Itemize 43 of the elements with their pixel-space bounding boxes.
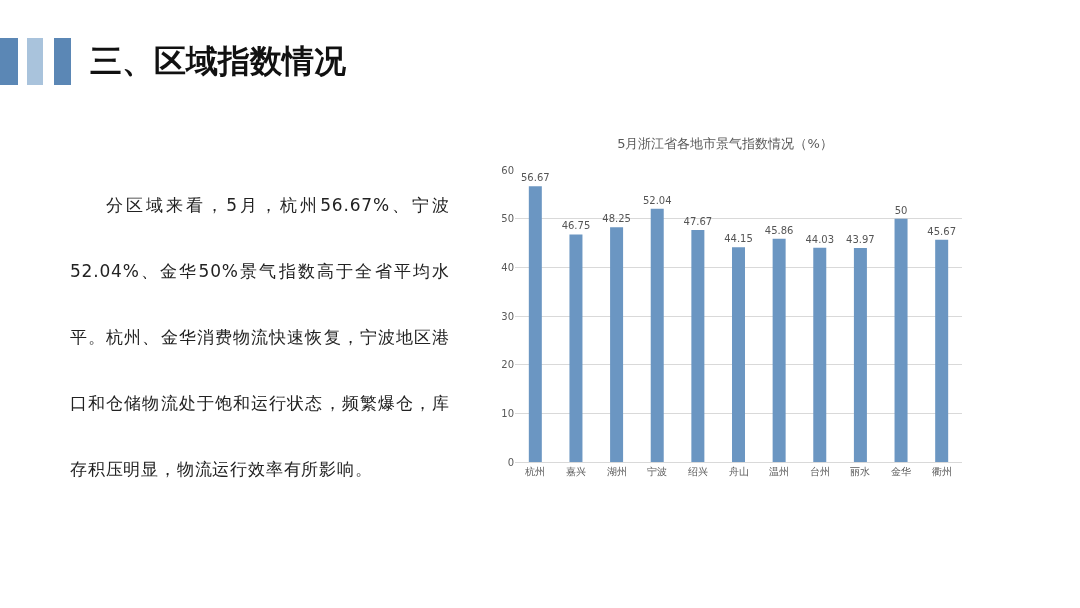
x-tick-label: 杭州: [524, 466, 546, 477]
bar: [935, 239, 949, 462]
x-tick-label: 嘉兴: [565, 466, 586, 477]
data-label: 56.67: [521, 172, 550, 184]
bar: [610, 227, 624, 462]
data-label: 48.25: [602, 213, 631, 225]
data-label: 45.67: [927, 225, 956, 237]
x-tick-label: 台州: [809, 466, 830, 477]
x-tick-label: 绍兴: [687, 466, 708, 477]
x-tick-label: 宁波: [647, 466, 668, 477]
x-tick-label: 金华: [891, 466, 912, 477]
x-tick-label: 衢州: [931, 466, 952, 477]
y-tick-label: 30: [501, 310, 514, 322]
y-tick-label: 60: [501, 164, 514, 176]
y-tick-label: 10: [501, 407, 514, 419]
y-tick-label: 40: [501, 261, 514, 273]
x-tick-label: 湖州: [606, 466, 627, 477]
data-label: 44.15: [724, 233, 753, 245]
text: 分区域来看，5月，杭州56.67%、宁波52.04%、金华50%景气指数高于全省平均水平。杭州、金华消费物流快速恢复，宁波地区港口和仓储物流处于饱和运行状态，频繁爆仓，库存积压明显，物流运行效率有所影响。: [70, 195, 450, 479]
x-tick-label: 丽水: [850, 466, 871, 477]
bar: [772, 238, 786, 462]
chart-title: 5月浙江省各地市景气指数情况（%）: [617, 135, 833, 151]
data-label: 47.67: [683, 216, 713, 228]
data-label: 46.75: [561, 220, 591, 232]
data-label: 52.04: [642, 194, 672, 206]
bar: [569, 234, 583, 462]
bar: [894, 218, 908, 462]
bar: [853, 248, 867, 462]
text: 三、区域指数情况: [90, 41, 346, 82]
y-tick-label: 50: [501, 213, 514, 225]
data-label: 45.86: [764, 224, 794, 236]
bar: [813, 247, 827, 462]
bar: [691, 230, 705, 462]
data-label: 43.97: [846, 234, 875, 246]
bar: [528, 186, 542, 462]
bar: [732, 247, 745, 462]
x-tick-label: 温州: [769, 466, 790, 477]
data-label: 50: [894, 204, 908, 216]
bar: [650, 208, 664, 462]
y-tick-label: 20: [501, 359, 514, 371]
data-label: 44.03: [805, 233, 835, 245]
y-tick-label: 0: [507, 456, 514, 468]
x-tick-label: 舟山: [728, 466, 749, 477]
